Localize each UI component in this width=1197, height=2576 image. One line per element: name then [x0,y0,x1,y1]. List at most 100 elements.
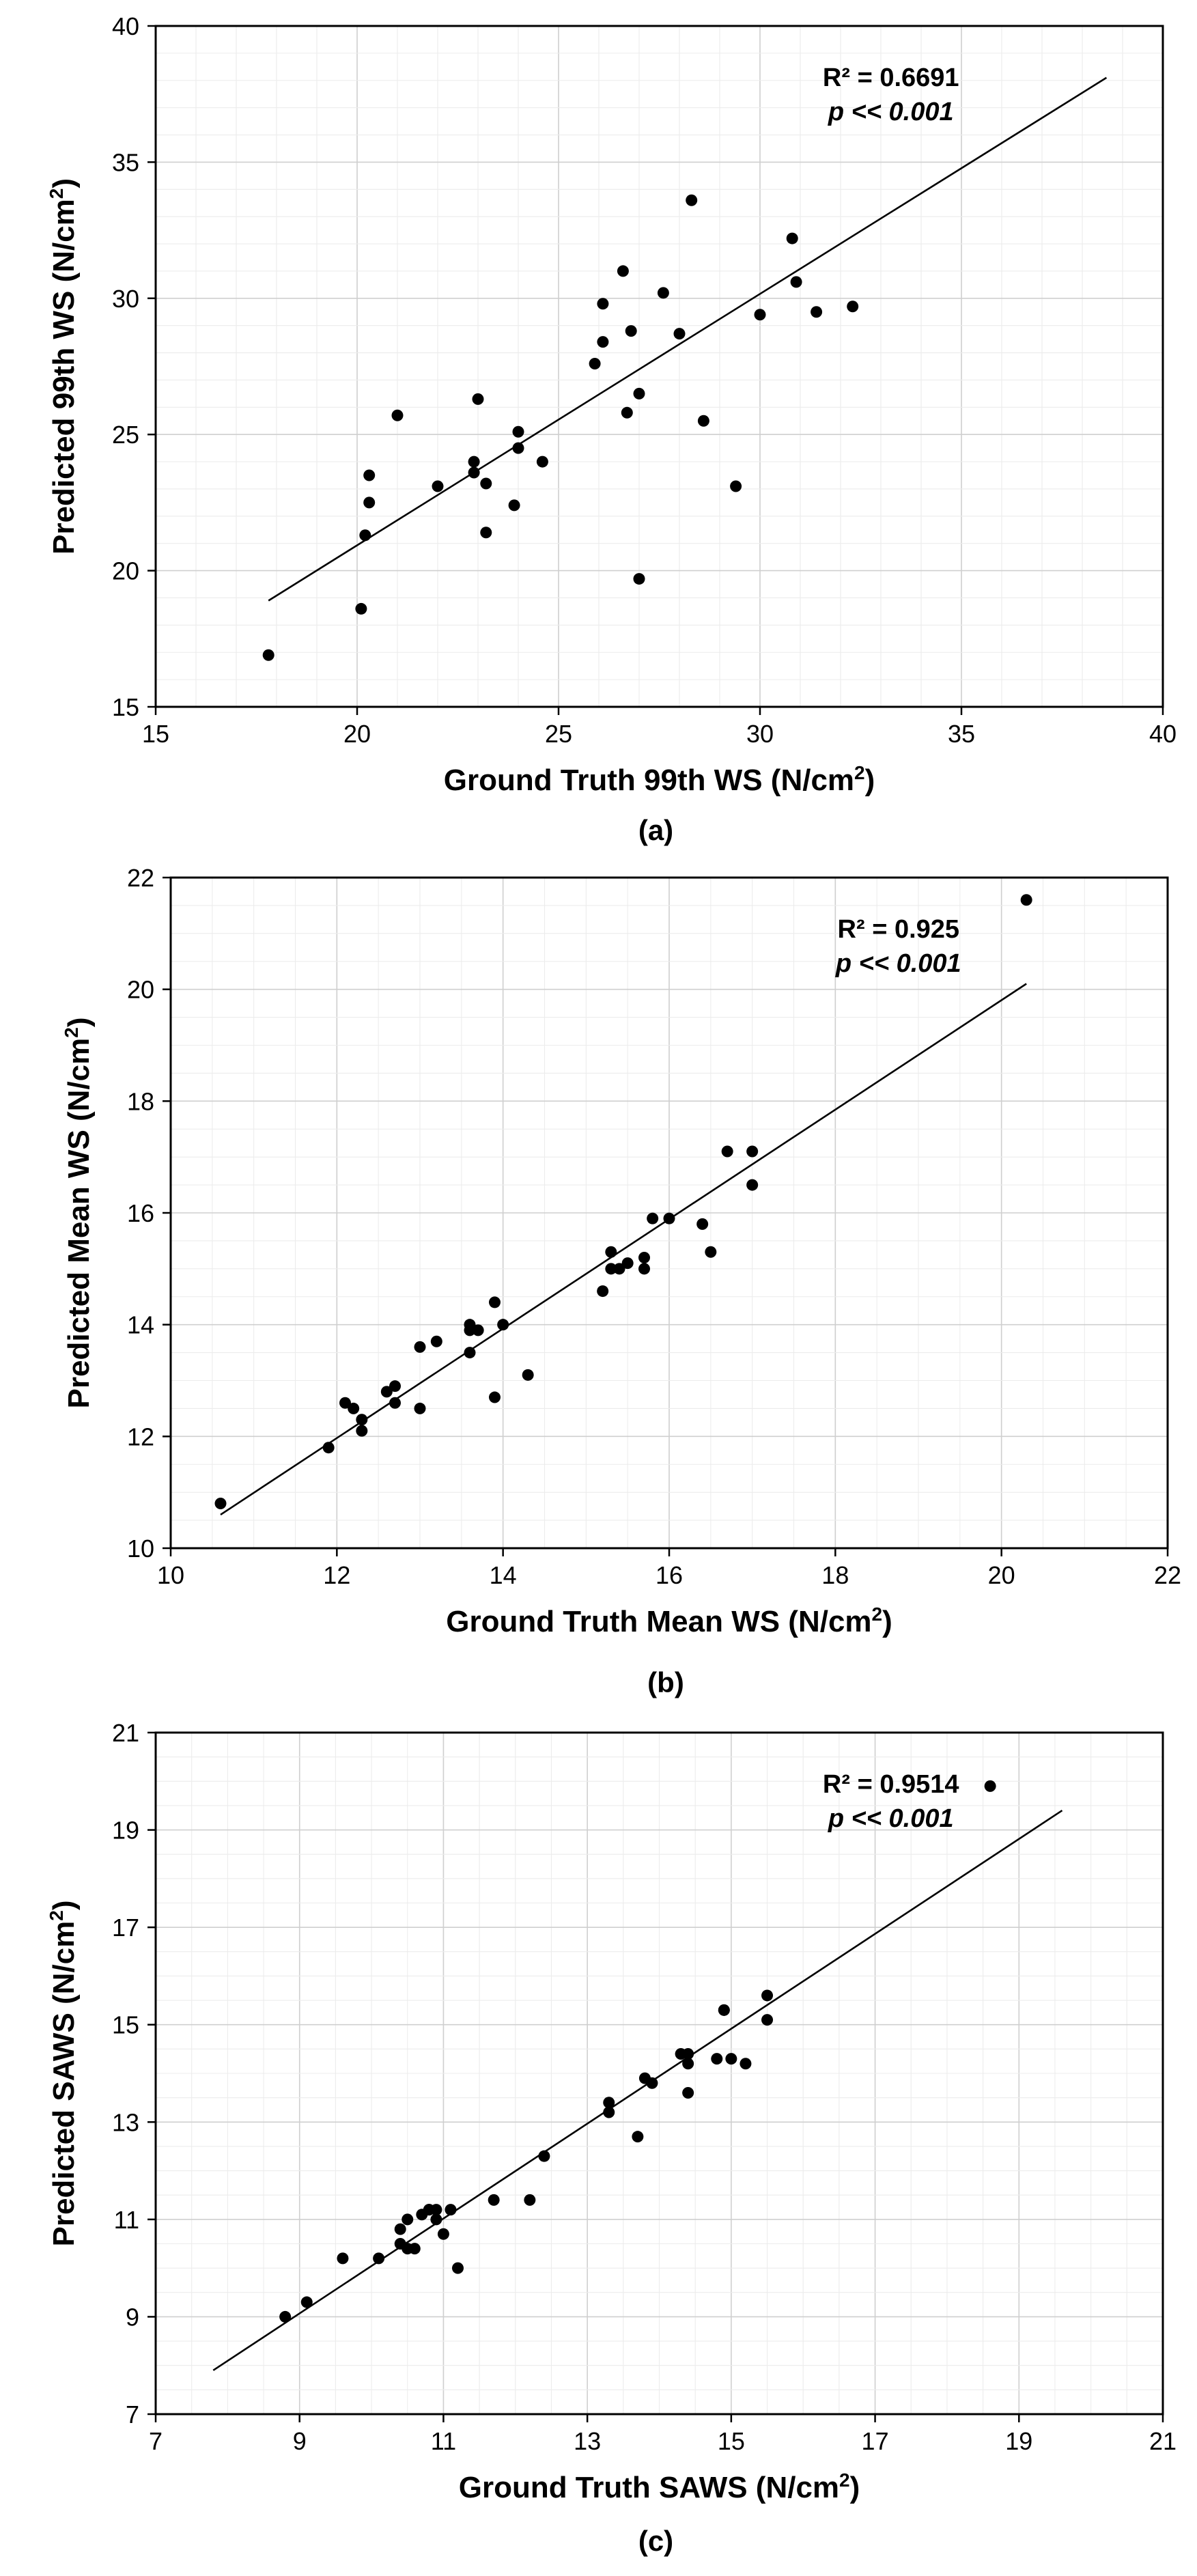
x-tick-label: 21 [1149,2427,1177,2455]
data-point [657,287,669,299]
y-axis-unit-superscript: 2 [46,188,67,199]
x-tick-label: 7 [149,2427,163,2455]
data-point [589,358,601,370]
data-point [430,1335,442,1347]
chart-panel-a: 15 20 25 30 35 40 15 20 25 30 35 40 R² = 0.6691 p << … [46,12,1177,846]
data-point [337,2252,349,2265]
regression-line [268,76,1108,602]
x-tick-label: 22 [1154,1561,1181,1589]
p-value-annotation: p << 0.001 [835,949,961,978]
regression-line [212,1809,1063,2371]
data-point [355,602,367,615]
data-point [339,1397,351,1409]
x-axis-unit-superscript: 2 [854,762,865,783]
data-point [468,456,480,468]
y-axis-label-text: Predicted SAWS (N/cm [47,1921,81,2247]
data-point [279,2310,292,2323]
data-point [696,1218,709,1230]
p-symbol: p [828,1804,844,1833]
data-point [673,328,686,340]
data-point [705,1246,717,1258]
data-point [725,2053,737,2065]
data-point [472,393,484,405]
data-point [740,2058,752,2070]
data-point [480,477,492,490]
x-axis-label-text: Ground Truth 99th WS (N/cm [444,764,854,797]
data-point [984,1780,996,1792]
x-tick-label: 30 [746,720,774,748]
x-axis-label: Ground Truth Mean WS (N/cm2) [446,1604,892,1638]
data-point [711,2053,723,2065]
y-tick-label: 17 [112,1914,139,1942]
data-point [214,1498,227,1510]
y-tick-label: 22 [127,864,154,892]
data-point [497,1319,509,1331]
data-point [761,1989,774,2002]
p-value: << 0.001 [859,949,961,978]
x-axis-label-close: ) [850,2471,860,2504]
data-point [682,2058,694,2070]
data-point [597,298,609,310]
data-point [414,1341,426,1353]
plot-area-border [154,1731,1164,2416]
data-point [605,1263,617,1275]
data-point [621,406,633,419]
data-point [356,1414,368,1426]
data-point [697,415,709,427]
r-squared-annotation: R² = 0.6691 [823,64,959,92]
x-tick-label: 11 [431,2427,456,2455]
data-point [603,2106,615,2118]
data-points [214,894,1032,1510]
y-axis-label: Predicted 99th WS (N/cm2) [46,178,81,555]
data-point [754,309,766,321]
data-point [786,232,798,244]
x-tick-label: 35 [948,720,975,748]
y-tick-label: 19 [112,1817,139,1845]
x-tick-label: 10 [157,1561,184,1589]
x-tick-label: 20 [988,1561,1015,1589]
y-tick-label: 14 [127,1311,154,1339]
p-spacer [851,949,859,978]
panel-caption: (a) [638,814,673,846]
x-tick-label: 25 [545,720,572,748]
data-point [363,496,376,509]
data-point [625,325,637,337]
p-symbol: p [828,98,844,126]
data-point [359,529,371,542]
data-point [430,2213,442,2226]
y-axis-label-close: ) [47,1900,81,1910]
data-point [472,1324,484,1336]
data-point [663,1212,675,1224]
data-point [432,480,444,492]
y-axis-label: Predicted SAWS (N/cm2) [46,1900,81,2246]
x-tick-label: 15 [142,720,169,748]
data-point [1020,894,1032,906]
y-axis-unit-superscript: 2 [46,1910,67,1921]
gridlines [156,26,1163,707]
data-point [633,387,645,400]
x-tick-label: 15 [718,2427,745,2455]
data-point [605,1246,617,1258]
data-point [686,194,698,206]
gridlines [171,878,1168,1548]
panel-caption: (c) [638,2525,673,2557]
y-tick-label: 15 [112,2011,139,2039]
y-axis-label-close: ) [47,178,81,188]
p-value-annotation: p << 0.001 [828,98,954,126]
data-point [262,649,274,661]
data-point [647,1212,659,1224]
y-tick-label: 25 [112,421,139,449]
data-point [632,2131,644,2143]
y-tick-label: 40 [112,12,139,40]
x-tick-label: 14 [490,1561,517,1589]
data-point [682,2047,694,2060]
data-point [617,265,629,277]
y-tick-label: 18 [127,1087,154,1115]
data-point [363,469,376,481]
p-spacer [844,1804,851,1833]
y-tick-label: 11 [114,2206,139,2234]
data-point [489,1391,501,1403]
x-tick-label: 19 [1005,2427,1032,2455]
x-tick-label: 40 [1149,720,1177,748]
